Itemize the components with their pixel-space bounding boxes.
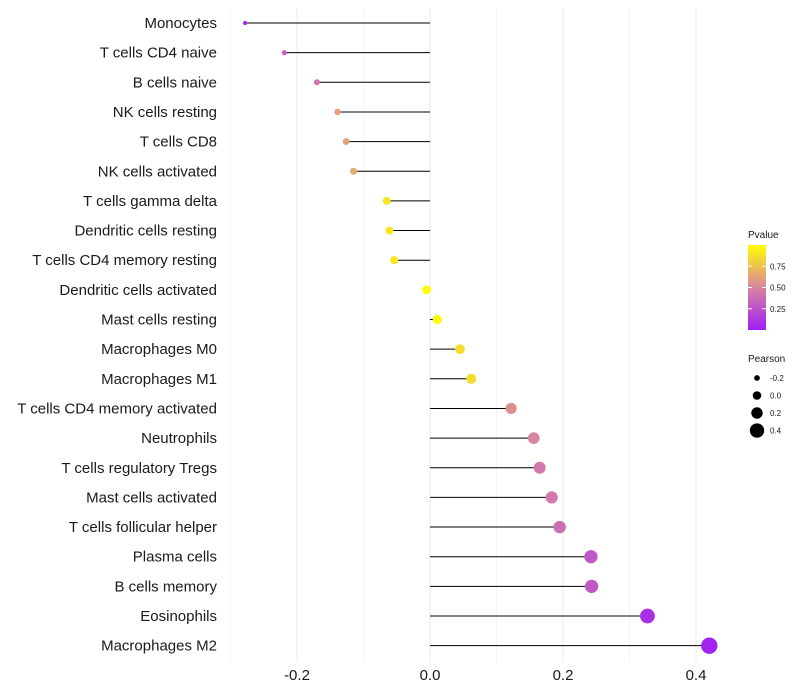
- legend-pvalue-title: Pvalue: [748, 230, 779, 241]
- pearson-size-key: [752, 391, 762, 400]
- category-label: T cells gamma delta: [83, 193, 218, 210]
- data-point: [466, 373, 477, 384]
- pearson-size-key: [754, 375, 760, 381]
- pearson-size-label: 0.2: [770, 409, 782, 418]
- category-label: Mast cells activated: [86, 489, 217, 506]
- data-point: [505, 402, 517, 415]
- legend-pvalue: Pvalue 0.75 0.50 0.25: [748, 230, 786, 330]
- data-point: [313, 79, 320, 86]
- data-point: [422, 285, 432, 295]
- data-point: [545, 491, 558, 504]
- x-tick-label: -0.2: [284, 667, 310, 684]
- x-tick-label: 0.0: [420, 667, 441, 684]
- category-label: NK cells resting: [113, 104, 217, 121]
- lollipop-dots: [243, 20, 718, 654]
- data-point: [342, 138, 350, 145]
- colorbar-tick-label: 0.75: [770, 262, 786, 271]
- category-label: T cells regulatory Tregs: [61, 460, 217, 477]
- x-axis-ticks: -0.2 0.0 0.2 0.4: [284, 667, 706, 684]
- data-point: [385, 226, 394, 235]
- category-label: Dendritic cells activated: [59, 282, 217, 299]
- category-label: B cells naive: [133, 74, 217, 91]
- category-label: T cells CD4 memory activated: [17, 400, 217, 417]
- data-point: [553, 520, 566, 534]
- data-point: [584, 579, 599, 593]
- category-label: T cells CD4 memory resting: [32, 252, 217, 269]
- data-point: [533, 461, 546, 474]
- category-label: Monocytes: [144, 15, 217, 32]
- category-label: NK cells activated: [98, 163, 217, 180]
- data-point: [527, 432, 540, 444]
- data-point: [281, 50, 287, 56]
- lollipop-stems: [245, 22, 710, 647]
- category-label: T cells CD4 naive: [100, 45, 217, 62]
- category-label: Eosinophils: [140, 608, 217, 625]
- data-point: [640, 608, 655, 624]
- legend-pearson-title: Pearson: [748, 354, 785, 365]
- pvalue-ticks: 0.75 0.50 0.25: [748, 262, 786, 314]
- x-tick-label: 0.2: [553, 667, 574, 684]
- category-label: T cells follicular helper: [69, 519, 217, 536]
- pearson-items: -0.2 0.0 0.2 0.4: [749, 374, 784, 438]
- pearson-size-key: [749, 423, 765, 438]
- data-point: [455, 344, 465, 355]
- pearson-size-key: [751, 407, 763, 419]
- category-label: Macrophages M2: [101, 638, 217, 655]
- data-point: [382, 196, 391, 205]
- colorbar-tick-label: 0.25: [770, 305, 786, 314]
- category-labels: Monocytes T cells CD4 naive B cells naive N…: [17, 15, 217, 655]
- data-point: [432, 314, 442, 325]
- data-point: [584, 550, 598, 564]
- category-label: Neutrophils: [141, 430, 217, 447]
- data-point: [350, 167, 358, 175]
- category-label: Macrophages M0: [101, 341, 217, 358]
- data-point: [701, 637, 718, 654]
- colorbar-tick-label: 0.50: [770, 284, 786, 293]
- category-label: Dendritic cells resting: [74, 223, 217, 240]
- category-label: Plasma cells: [133, 549, 217, 566]
- data-point: [390, 256, 399, 265]
- pearson-size-label: 0.0: [770, 392, 782, 401]
- data-point: [334, 108, 341, 116]
- legend-pearson: Pearson -0.2 0.0 0.2 0.4: [748, 354, 785, 438]
- pvalue-colorbar: [748, 245, 766, 330]
- data-point: [243, 20, 248, 26]
- category-label: T cells CD8: [140, 134, 217, 151]
- category-label: B cells memory: [114, 578, 217, 595]
- grid-lines: [230, 8, 697, 662]
- pearson-size-label: -0.2: [770, 374, 784, 383]
- x-tick-label: 0.4: [686, 667, 707, 684]
- category-label: Macrophages M1: [101, 371, 217, 388]
- pearson-size-label: 0.4: [770, 427, 782, 436]
- category-label: Mast cells resting: [101, 312, 217, 329]
